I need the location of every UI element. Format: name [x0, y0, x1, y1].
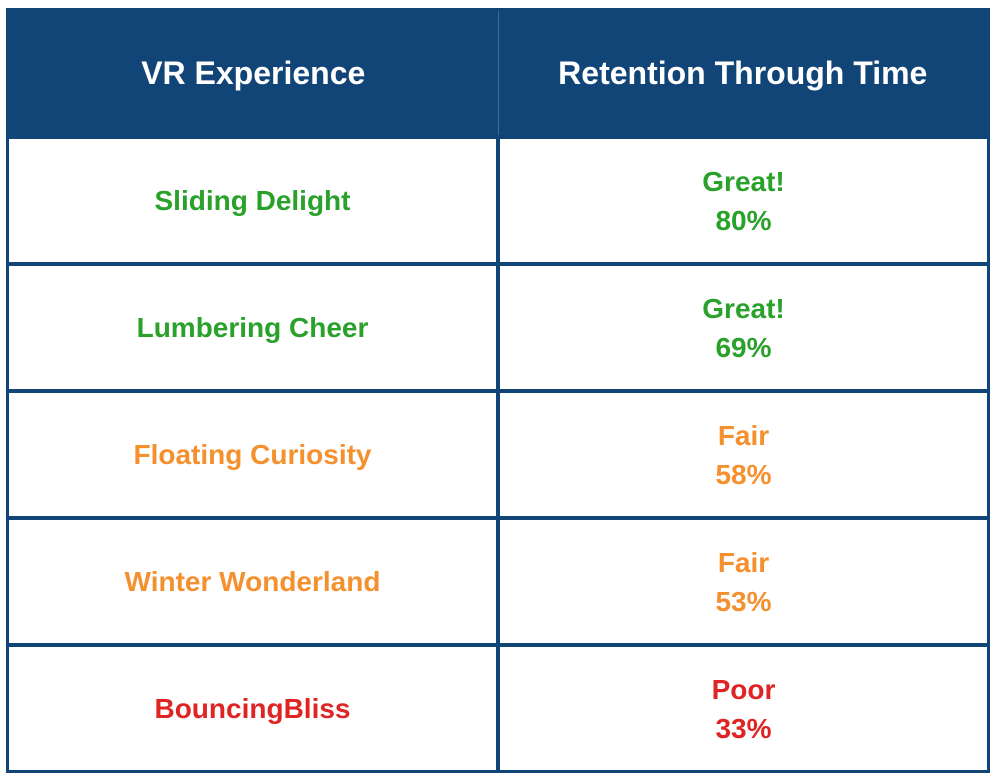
table-row: Lumbering Cheer Great! 69%: [9, 262, 987, 391]
retention-cell: Fair 53%: [498, 516, 987, 645]
experience-name: Sliding Delight: [9, 135, 500, 264]
column-header-retention: Retention Through Time: [498, 11, 987, 137]
retention-rating: Great!: [702, 165, 785, 197]
retention-percent: 80%: [715, 204, 772, 236]
experience-name: BouncingBliss: [9, 643, 500, 770]
experience-name: Winter Wonderland: [9, 516, 500, 645]
retention-cell: Fair 58%: [498, 389, 987, 518]
table-row: Floating Curiosity Fair 58%: [9, 389, 987, 518]
column-header-vr-experience: VR Experience: [9, 11, 499, 137]
retention-percent: 69%: [715, 331, 772, 363]
header-row: VR Experience Retention Through Time: [9, 11, 987, 137]
retention-rating: Poor: [711, 673, 776, 705]
retention-rating: Great!: [702, 292, 785, 324]
experience-name: Floating Curiosity: [9, 389, 500, 518]
retention-cell: Great! 69%: [498, 262, 987, 391]
retention-cell: Great! 80%: [498, 135, 987, 264]
retention-table: VR Experience Retention Through Time Sli…: [9, 11, 987, 770]
table-row: Sliding Delight Great! 80%: [9, 135, 987, 264]
table-row: Winter Wonderland Fair 53%: [9, 516, 987, 645]
retention-percent: 33%: [715, 712, 772, 744]
table-header: VR Experience Retention Through Time: [9, 11, 987, 137]
retention-cell: Poor 33%: [498, 643, 987, 770]
retention-table-container: VR Experience Retention Through Time Sli…: [6, 8, 990, 773]
retention-percent: 53%: [715, 585, 772, 617]
retention-percent: 58%: [715, 458, 772, 490]
experience-name: Lumbering Cheer: [9, 262, 500, 391]
table-row: BouncingBliss Poor 33%: [9, 643, 987, 770]
retention-rating: Fair: [717, 419, 770, 451]
table-body: Sliding Delight Great! 80% Lumbering Che…: [9, 135, 987, 770]
retention-rating: Fair: [717, 546, 770, 578]
